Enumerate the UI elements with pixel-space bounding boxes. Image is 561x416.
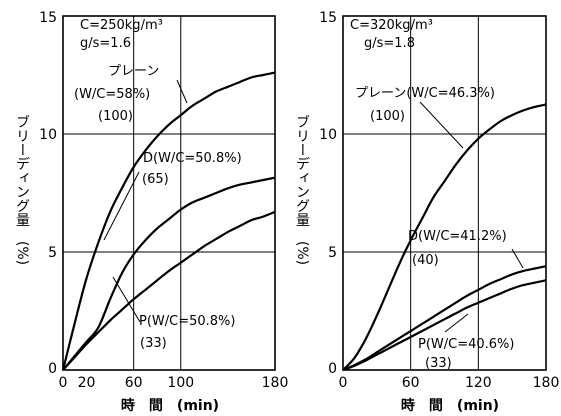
series-line-P <box>62 210 276 371</box>
y-axis-label: ブリーディング量 (%) <box>294 115 310 265</box>
series-label-P: (33) <box>140 336 167 351</box>
left-chart-panel: 0 20 60 100 180 0 5 10 15 ブリーディング量 (%) 時 間 (min) C=… <box>14 10 288 414</box>
y-tick-label: 10 <box>319 127 337 143</box>
x-tick-label: 60 <box>402 375 420 391</box>
series-label-P: P(W/C=40.6%) <box>418 337 514 352</box>
x-tick-label: 60 <box>125 375 143 391</box>
x-tick-label: 0 <box>339 375 348 391</box>
y-tick-label: 0 <box>48 361 57 377</box>
y-tick-label: 15 <box>319 10 337 26</box>
series-line-D <box>342 265 547 372</box>
series-label-プレーン: プレーン <box>108 64 159 79</box>
x-axis-label: 時 間 (min) <box>401 397 499 414</box>
series-label-D: (40) <box>412 253 439 268</box>
series-label-プレーン: (100) <box>370 109 405 124</box>
series-label-P: (33) <box>425 356 452 371</box>
series-label-プレーン: プレーン(W/C=46.3%) <box>355 86 495 101</box>
series-line-プレーン <box>61 71 276 371</box>
condition-text: g/s=1.8 <box>364 36 415 51</box>
label-leader-line <box>176 79 188 104</box>
y-tick-label: 0 <box>328 361 337 377</box>
series-line-P <box>342 279 547 372</box>
y-tick-label: 15 <box>39 10 57 26</box>
series-label-P: P(W/C=50.8%) <box>139 314 235 329</box>
series-line-プレーン <box>342 103 547 371</box>
series-label-D: D(W/C=41.2%) <box>408 229 507 244</box>
y-tick-label: 5 <box>48 245 57 261</box>
plot-frame <box>62 15 276 371</box>
label-leader-line <box>419 101 464 149</box>
x-tick-label: 180 <box>262 375 289 391</box>
series-label-プレーン: (W/C=58%) <box>74 87 150 102</box>
label-leader-line <box>511 248 524 269</box>
y-axis-label: ブリーディング量 (%) <box>14 115 30 265</box>
x-tick-label: 20 <box>78 375 96 391</box>
label-leader-line <box>103 171 140 241</box>
condition-text: C=320kg/m³ <box>350 18 433 33</box>
x-tick-label: 120 <box>465 375 492 391</box>
x-tick-label: 100 <box>167 375 194 391</box>
label-leader-line <box>112 276 141 323</box>
x-axis-label: 時 間 (min) <box>121 397 219 414</box>
series-label-D: (65) <box>142 172 169 187</box>
y-tick-label: 10 <box>39 127 57 143</box>
condition-text: C=250kg/m³ <box>80 18 163 33</box>
x-tick-label: 180 <box>533 375 560 391</box>
right-chart-panel: 0 60 120 180 0 5 10 15 ブリーディング量 (%) 時 間 (min) C=32… <box>294 10 559 414</box>
series-label-プレーン: (100) <box>98 109 133 124</box>
series-label-D: D(W/C=50.8%) <box>143 151 242 166</box>
y-tick-label: 5 <box>328 245 337 261</box>
series-line-D <box>62 176 276 371</box>
x-tick-label: 0 <box>59 375 68 391</box>
label-leader-line <box>444 313 469 333</box>
condition-text: g/s=1.6 <box>80 36 131 51</box>
plot-frame <box>342 15 547 371</box>
